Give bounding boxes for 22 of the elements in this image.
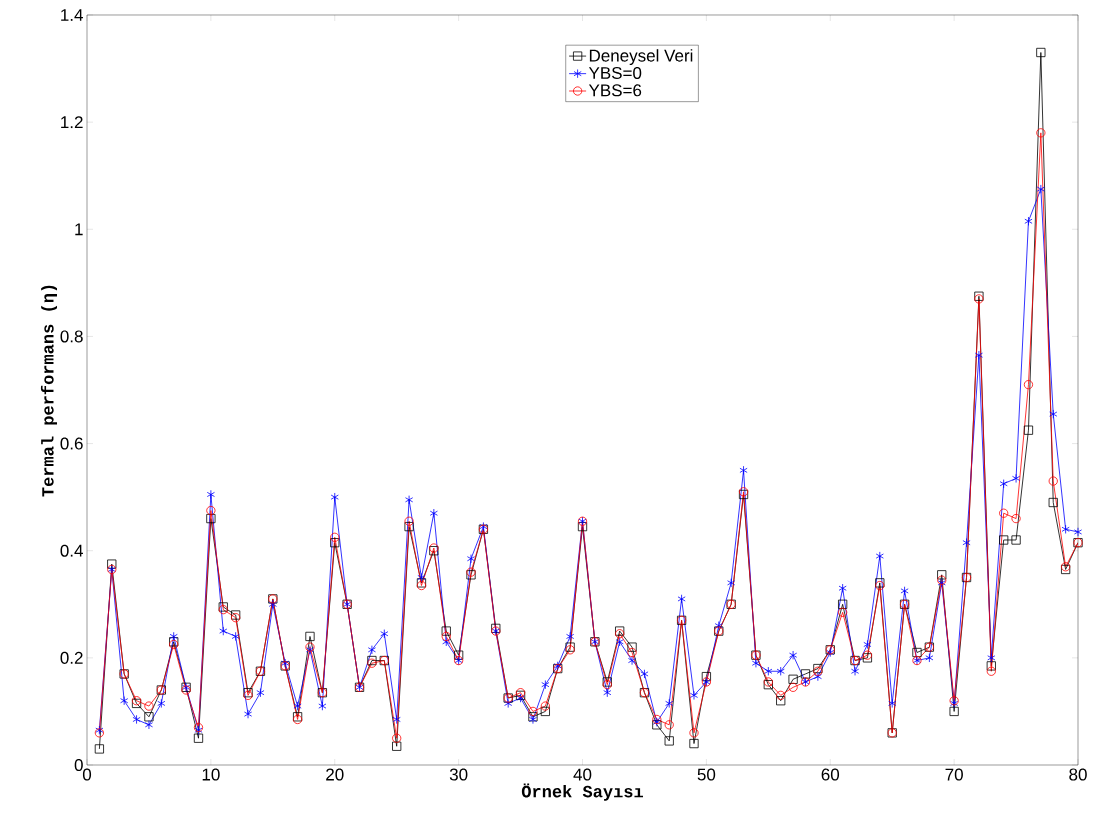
- y-tick-label: 0.6: [60, 437, 83, 450]
- x-tick-label: 10: [202, 768, 220, 781]
- y-tick-label: 1.4: [61, 9, 83, 21]
- x-tick-label: 80: [1069, 768, 1087, 781]
- y-tick-label: 0: [74, 758, 83, 772]
- y-tick-label: 0.8: [60, 330, 83, 343]
- x-axis-title: Örnek Sayısı: [521, 783, 644, 801]
- x-tick-label: 30: [449, 768, 468, 781]
- x-tick-label: 20: [326, 768, 344, 781]
- x-tick-label: 70: [945, 768, 963, 781]
- legend-label: YBS=0: [588, 66, 642, 80]
- y-tick-label: 1: [75, 223, 83, 236]
- y-tick-label: 1.2: [61, 116, 83, 129]
- x-tick-label: 60: [821, 768, 840, 781]
- x-tick-label: 0: [82, 768, 92, 781]
- x-tick-label: 50: [697, 768, 716, 781]
- legend-label: Deneysel Veri: [589, 49, 693, 66]
- y-tick-label: 0.4: [60, 544, 83, 557]
- y-tick-label: 0.2: [60, 651, 83, 664]
- legend-label: YBS=6: [588, 84, 642, 97]
- y-axis-title: Termal performans (η): [40, 285, 58, 497]
- x-tick-label: 40: [573, 768, 592, 781]
